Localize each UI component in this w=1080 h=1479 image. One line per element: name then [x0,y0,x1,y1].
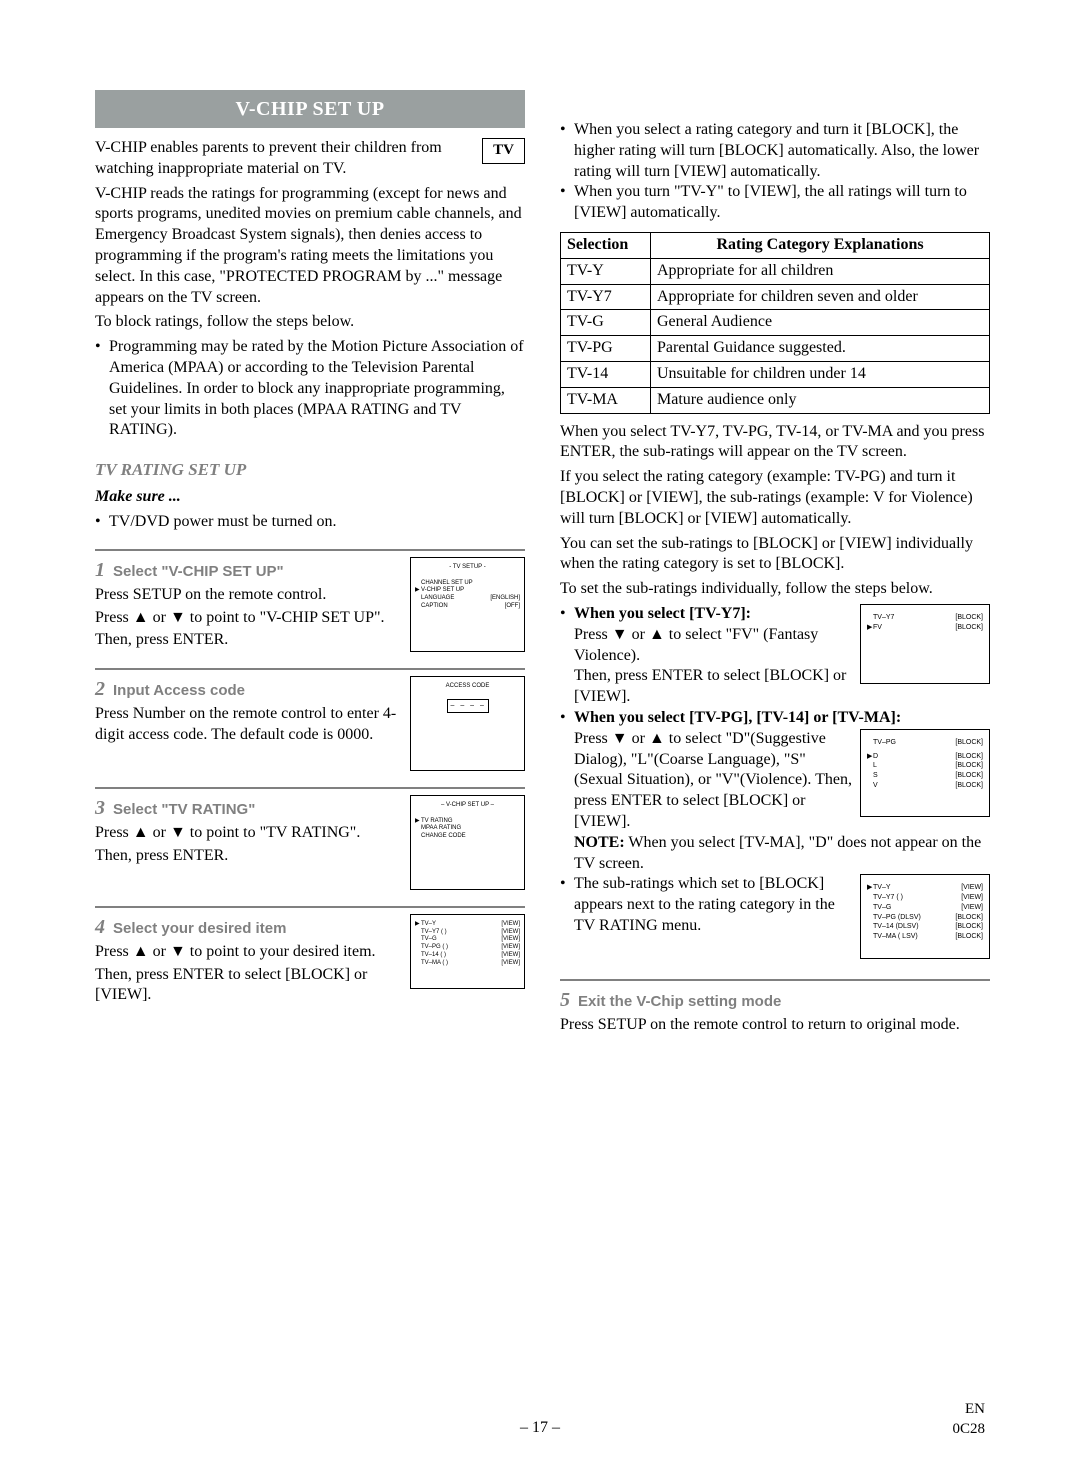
step-3-osd: – V-CHIP SET UP – ▶TV RATING MPAA RATING… [410,795,525,890]
step-1-num: 1 [95,559,105,581]
intro-bullet: • Programming may be rated by the Motion… [95,337,525,441]
step-4-num: 4 [95,916,105,938]
sub-tvpg: • When you select [TV-PG], [TV-14] or [T… [560,708,990,874]
make-sure-label: Make sure ... [95,487,525,508]
intro-p3: To block ratings, follow the steps below… [95,312,525,333]
tv-badge: TV [482,138,525,164]
step-2-title: Input Access code [113,682,245,699]
right-p3: You can set the sub-ratings to [BLOCK] o… [560,534,990,576]
right-p1: When you select TV-Y7, TV-PG, TV-14, or … [560,422,990,464]
step-5-title: Exit the V-Chip setting mode [578,993,781,1010]
sub-tvy7-osd: TV–Y7[BLOCK] ▶FV[BLOCK] [860,604,990,684]
step-3-num: 3 [95,797,105,819]
page-title: V-CHIP SET UP [95,90,525,128]
right-p2: If you select the rating category (examp… [560,467,990,529]
section-heading: TV RATING SET UP [95,459,525,481]
sub-tvy7: • TV–Y7[BLOCK] ▶FV[BLOCK] When you selec… [560,604,990,708]
make-sure-item: •TV/DVD power must be turned on. [95,512,525,533]
sub-tvpg-osd: TV–PG[BLOCK] ▶D[BLOCK] L[BLOCK] S[BLOCK]… [860,729,990,817]
right-p4: To set the sub-ratings individually, fol… [560,579,990,600]
left-column: V-CHIP SET UP TV V-CHIP enables parents … [95,90,525,1036]
step-1: 1 Select "V-CHIP SET UP" Press SETUP on … [95,557,525,652]
intro-p2: V-CHIP reads the ratings for programming… [95,184,525,309]
step-5: 5 Exit the V-Chip setting mode Press SET… [560,987,990,1036]
step-1-osd: - TV SETUP - CHANNEL SET UP ▶V-CHIP SET … [410,557,525,652]
right-bullet-2: •When you turn "TV-Y" to [VIEW], the all… [560,182,990,224]
step-2-osd: ACCESS CODE – – – – [410,676,525,771]
step-2: 2 Input Access code Press Number on the … [95,676,525,771]
page-number: – 17 – [0,1418,1080,1439]
step-4: 4 Select your desired item Press ▲ or ▼ … [95,914,525,1006]
step-4-title: Select your desired item [113,920,286,937]
right-bullet-1: •When you select a rating category and t… [560,120,990,182]
step-3-title: Select "TV RATING" [113,801,255,818]
sub-ratings-block: • ▶TV–Y[VIEW] TV–Y7 ( )[VIEW] TV–G[VIEW]… [560,874,990,963]
step-3: 3 Select "TV RATING" Press ▲ or ▼ to poi… [95,795,525,890]
ratings-table: SelectionRating Category Explanations TV… [560,232,990,414]
intro-p1: V-CHIP enables parents to prevent their … [95,138,525,180]
step-2-num: 2 [95,678,105,700]
intro-bullet-text: Programming may be rated by the Motion P… [109,337,525,441]
step-1-title: Select "V-CHIP SET UP" [113,563,284,580]
footer-right: EN 0C28 [952,1400,985,1439]
right-column: •When you select a rating category and t… [560,90,990,1036]
step-4-osd: ▶TV–Y[VIEW] TV–Y7 ( )[VIEW] TV–G[VIEW] T… [410,914,525,989]
step-5-num: 5 [560,989,570,1011]
sub-ratings-osd: ▶TV–Y[VIEW] TV–Y7 ( )[VIEW] TV–G[VIEW] T… [860,874,990,959]
